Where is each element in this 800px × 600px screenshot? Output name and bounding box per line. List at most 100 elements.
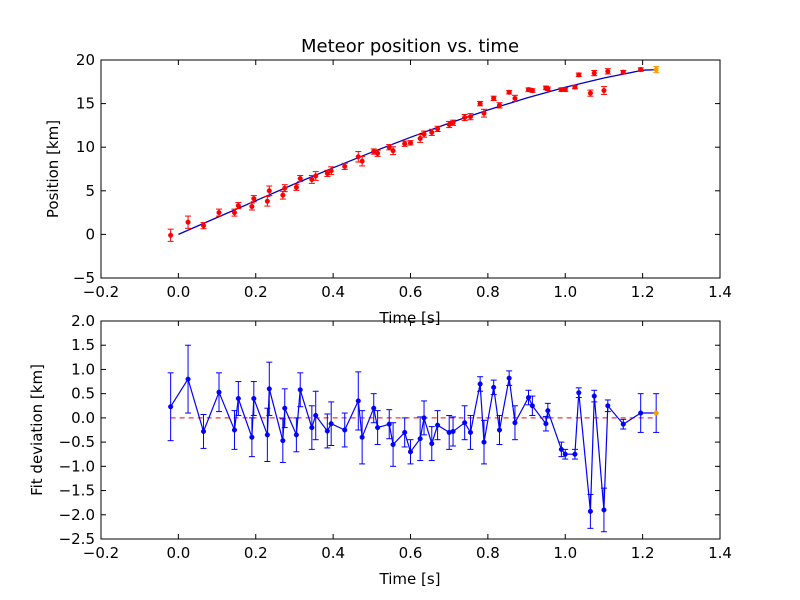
position-point (601, 87, 607, 94)
deviation-x-tick-label: 1.2 (631, 544, 655, 562)
position-point (591, 70, 597, 76)
deviation-x-tick-label: 1.0 (553, 544, 577, 562)
deviation-point (342, 427, 348, 433)
position-point (562, 87, 568, 93)
position-point (313, 173, 319, 179)
deviation-point (168, 404, 174, 410)
position-point (375, 150, 381, 156)
position-point (587, 90, 593, 96)
deviation-y-tick-label: 1.5 (71, 336, 95, 354)
position-point (251, 196, 257, 202)
deviation-point (558, 446, 564, 452)
deviation-point (421, 415, 427, 421)
deviation-point (390, 441, 396, 448)
deviation-point (543, 421, 549, 427)
deviation-y-tick-label: 1.0 (71, 360, 95, 378)
position-point (328, 168, 334, 174)
deviation-y-tick-label: −0.5 (59, 433, 95, 451)
deviation-point (359, 434, 365, 440)
deviation-point (251, 395, 257, 402)
position-point (481, 110, 487, 116)
position-point (249, 203, 255, 210)
deviation-point (525, 394, 532, 401)
position-point (545, 86, 551, 92)
position-point (293, 184, 299, 190)
position-x-axis-label: Time [s] (379, 309, 441, 327)
deviation-point (562, 451, 568, 457)
deviation-point (266, 386, 272, 392)
deviation-x-tick-label: 0.0 (166, 544, 190, 562)
deviation-point (417, 436, 423, 442)
deviation-point (477, 381, 483, 387)
deviation-point (638, 410, 644, 416)
deviation-y-tick-label: −2.5 (59, 530, 95, 548)
position-y-tick-label: 0 (85, 225, 95, 243)
position-y-tick-label: 20 (76, 51, 95, 69)
position-point (435, 126, 441, 132)
position-point (450, 120, 456, 126)
position-point (572, 84, 578, 90)
position-x-tick-label: −0.2 (83, 283, 119, 301)
deviation-y-tick-label: 2.0 (71, 312, 95, 330)
position-point (264, 198, 270, 204)
position-y-tick-label: 5 (85, 182, 95, 200)
position-axes-frame (100, 59, 721, 279)
deviation-point (462, 420, 468, 426)
deviation-point (605, 403, 611, 409)
deviation-point (200, 428, 207, 435)
position-point (462, 115, 468, 121)
position-point (605, 68, 611, 74)
deviation-point (576, 390, 582, 396)
position-point (231, 210, 238, 216)
deviation-point (280, 438, 286, 444)
deviation-point (467, 429, 474, 435)
deviation-point (545, 408, 551, 414)
position-point (576, 72, 582, 78)
chart-title: Meteor position vs. time (301, 36, 519, 57)
deviation-x-tick-label: 0.2 (244, 544, 268, 562)
deviation-x-tick-label: 0.6 (399, 544, 423, 562)
position-point (429, 129, 435, 135)
deviation-point (328, 421, 334, 427)
position-point (620, 69, 626, 75)
deviation-point (481, 439, 487, 445)
deviation-y-tick-label: 0.0 (71, 409, 95, 427)
position-point (309, 176, 315, 183)
deviation-point (231, 427, 238, 433)
position-point (168, 232, 174, 238)
deviation-point (282, 405, 288, 411)
deviation-point (264, 432, 270, 438)
position-point (421, 131, 427, 137)
deviation-point (591, 393, 597, 399)
position-point (235, 203, 241, 209)
position-x-tick-label: 0.2 (244, 283, 268, 301)
deviation-point (355, 398, 361, 404)
deviation-point (185, 376, 191, 382)
position-point (529, 87, 535, 94)
position-point (638, 67, 644, 73)
deviation-point (435, 422, 441, 428)
position-point (512, 95, 518, 101)
position-point (477, 101, 483, 107)
position-x-tick-label: 1.4 (708, 283, 732, 301)
deviation-point (249, 434, 255, 440)
deviation-point (309, 425, 315, 431)
deviation-point (216, 389, 222, 395)
deviation-point (402, 429, 408, 435)
position-panel: Meteor position vs. time −0.2 0.0 0.2 0.4 0.… (44, 36, 732, 327)
deviation-point (450, 428, 456, 435)
position-point (282, 185, 288, 191)
position-point (402, 141, 408, 147)
deviation-y-tick-label: −2.0 (59, 506, 95, 524)
deviation-x-tick-label: 1.4 (708, 544, 732, 562)
deviation-y-tick-label: 0.5 (71, 385, 95, 403)
position-point (266, 188, 272, 194)
deviation-x-axis-label: Time [s] (379, 570, 441, 588)
position-plot-area: −0.2 0.0 0.2 0.4 0.6 0.8 1.0 1.2 1.4 −5 0 5 10 15 20 (73, 51, 732, 301)
position-point (467, 114, 474, 120)
position-x-tick-label: 0.0 (166, 283, 190, 301)
position-point (506, 89, 512, 95)
position-point (496, 102, 503, 108)
